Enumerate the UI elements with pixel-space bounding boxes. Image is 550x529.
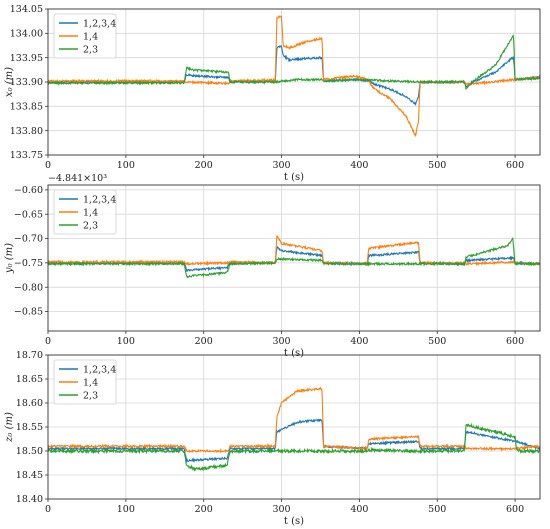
legend-label: 2,3 <box>83 390 98 401</box>
x-tick-label: 300 <box>272 504 290 515</box>
x-tick-label: 400 <box>350 504 368 515</box>
legend: 1,2,3,4 1,4 2,3 <box>53 359 117 405</box>
series-line-1-2-3-4 <box>48 45 540 106</box>
y-tick-label: −0.80 <box>14 282 43 293</box>
y-tick-label: 133.80 <box>10 126 43 137</box>
x-tick-label: 200 <box>195 336 213 347</box>
panel-1: 0 100 200 300 400 500 600 133.75 133.80 133.85 133… <box>4 4 541 183</box>
legend-label: 1,2,3,4 <box>83 194 116 205</box>
y-axis-label: z₀ (m) <box>4 412 15 443</box>
legend: 1,2,3,4 1,4 2,3 <box>53 189 117 235</box>
series-line-1-4 <box>48 235 540 267</box>
x-axis-label: t (s) <box>284 516 304 527</box>
series-line-1-4 <box>48 15 540 138</box>
x-tick-label: 400 <box>350 160 368 171</box>
legend-label: 2,3 <box>83 220 98 231</box>
legend-label: 1,2,3,4 <box>83 364 116 375</box>
x-tick-label: 200 <box>195 160 213 171</box>
legend-label: 1,4 <box>83 377 98 388</box>
y-tick-label: 134.00 <box>10 29 43 40</box>
y-tick-label: 133.85 <box>10 102 43 113</box>
x-tick-label: 600 <box>506 160 524 171</box>
y-tick-label: −0.65 <box>14 209 43 220</box>
legend-box <box>53 13 117 59</box>
legend-box <box>53 359 117 405</box>
x-tick-label: 400 <box>350 336 368 347</box>
series-line-2-3 <box>48 422 540 472</box>
legend-box <box>53 189 117 235</box>
y-tick-label: 18.50 <box>16 446 43 457</box>
x-tick-label: 0 <box>45 336 51 347</box>
x-tick-label: 500 <box>428 336 446 347</box>
y-tick-label: 18.60 <box>16 398 43 409</box>
y-axis-label: y₀ (m) <box>4 243 15 274</box>
x-tick-label: 600 <box>506 504 524 515</box>
legend-label: 2,3 <box>83 44 98 55</box>
y-tick-label: 133.95 <box>10 53 43 64</box>
series-line-1-4 <box>48 386 540 454</box>
y-offset-label: −4.841×10³ <box>48 173 107 184</box>
x-tick-label: 100 <box>117 504 135 515</box>
y-tick-label: 133.90 <box>10 77 43 88</box>
x-tick-label: 100 <box>117 160 135 171</box>
x-tick-label: 0 <box>45 160 51 171</box>
y-tick-label: 18.55 <box>16 422 43 433</box>
y-tick-label: 133.75 <box>10 150 43 161</box>
y-tick-label: 18.45 <box>16 470 43 481</box>
x-tick-label: 500 <box>428 160 446 171</box>
y-tick-label: 134.05 <box>10 4 43 15</box>
y-tick-label: −0.70 <box>14 234 43 245</box>
legend-label: 1,4 <box>83 207 98 218</box>
y-axis-label: x₀ (m) <box>4 67 15 97</box>
y-tick-label: −0.60 <box>14 185 43 196</box>
x-tick-label: 300 <box>272 336 290 347</box>
x-tick-label: 0 <box>45 504 51 515</box>
x-tick-label: 300 <box>272 160 290 171</box>
x-axis-label: t (s) <box>284 172 304 183</box>
series-line-2-3 <box>48 34 540 90</box>
panel-3: 0 100 200 300 400 500 600 18.40 18.45 18.50 18.55 1… <box>4 350 541 527</box>
legend-label: 1,2,3,4 <box>83 18 116 29</box>
legend: 1,2,3,4 1,4 2,3 <box>53 13 117 59</box>
x-tick-label: 600 <box>506 336 524 347</box>
y-tick-label: 18.65 <box>16 374 43 385</box>
y-tick-label: 18.40 <box>16 494 43 505</box>
x-tick-label: 100 <box>117 336 135 347</box>
y-tick-label: −0.85 <box>14 307 43 318</box>
y-tick-label: 18.70 <box>16 350 43 361</box>
y-tick-label: −0.75 <box>14 258 43 269</box>
legend-label: 1,4 <box>83 31 98 42</box>
x-axis-label: t (s) <box>284 348 304 359</box>
x-tick-label: 500 <box>428 504 446 515</box>
axes-frame <box>47 184 541 332</box>
x-tick-label: 200 <box>195 504 213 515</box>
panel-2: 0 100 200 300 400 500 600 −0.85 −0.80 −0.75 −0.70 −… <box>4 173 541 359</box>
series-line-2-3 <box>48 236 540 279</box>
